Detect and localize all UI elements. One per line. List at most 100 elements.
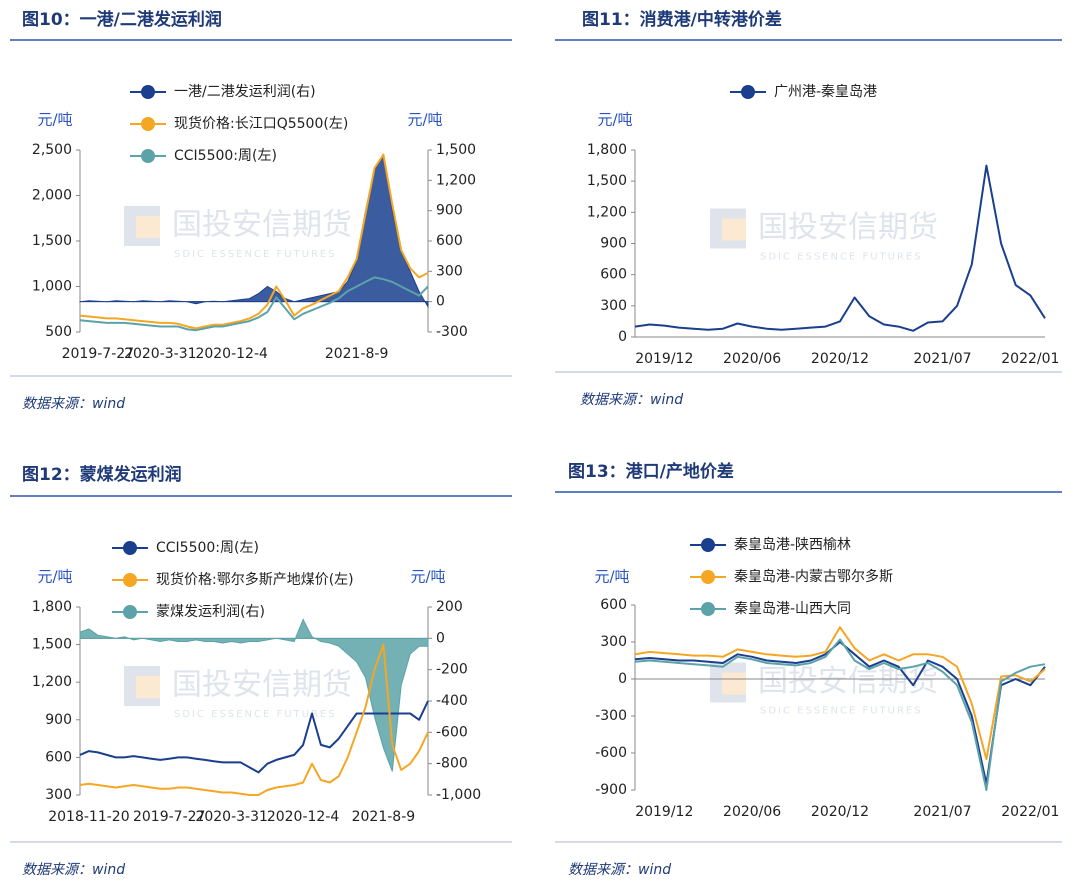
line [634,626,1046,761]
y-tick-label: 1,500 [32,233,72,249]
x-tick-label: 2020-12-4 [267,809,340,825]
y-tick-label: 1,200 [32,674,72,690]
x-tick-label: 2021/07 [913,351,971,367]
chart-title: 图11：消费港/中转港价差 [582,9,782,30]
watermark-logo [136,216,160,238]
chart-title: 图10：一港/二港发运利润 [22,9,222,30]
line [79,643,429,796]
legend-label: 秦皇岛港-山西大同 [734,601,851,617]
source-note: 数据来源：wind [568,862,671,878]
y-tick-label: 900 [600,236,627,252]
y2-tick-label: 1,500 [436,142,476,158]
line [634,164,1046,332]
y2-tick-label: -200 [436,662,468,678]
y2-tick-label: 200 [436,599,463,615]
y-tick-label: 1,800 [587,142,627,158]
y-axis-unit: 元/吨 [37,568,72,586]
legend-label: 现货价格:鄂尔多斯产地煤价(左) [156,571,354,588]
x-tick-label: 2019/12 [635,351,693,367]
y-tick-label: -300 [595,708,627,724]
x-tick-label: 2020/12 [811,351,869,367]
legend-label: 秦皇岛港-内蒙古鄂尔多斯 [734,568,893,585]
y-axis-unit: 元/吨 [37,111,72,129]
legend-label: 蒙煤发运利润(右) [156,604,265,620]
y-tick-label: 300 [600,634,627,650]
legend-label: 秦皇岛港-陕西榆林 [734,537,851,553]
y-tick-label: -900 [595,782,627,798]
x-tick-label: 2019-7-27 [133,809,205,825]
legend-label: CCI5500:周(左) [156,540,259,556]
x-tick-label: 2020-3-31 [195,809,267,825]
y2-axis-unit: 元/吨 [407,111,442,129]
x-tick-label: 2020-3-31 [124,346,196,362]
y2-axis-unit: 元/吨 [410,568,445,586]
x-tick-label: 2019-7-27 [62,346,134,362]
legend-label: 广州港-秦皇岛港 [774,84,877,100]
legend-marker [123,605,137,619]
y-axis-unit: 元/吨 [597,111,632,129]
y-tick-label: 2,500 [32,142,72,158]
y2-tick-label: 600 [436,233,463,249]
y-tick-label: 900 [45,712,72,728]
x-tick-label: 2022/01 [1001,351,1059,367]
watermark-logo [136,676,160,698]
x-tick-label: 2021/07 [913,804,971,820]
watermark-logo [722,672,746,695]
x-tick-label: 2020/06 [723,804,781,820]
x-tick-label: 2021-8-9 [352,809,416,825]
legend-label: 一港/二港发运利润(右) [174,84,316,100]
y2-tick-label: 1,200 [436,172,476,188]
watermark-text: SDIC ESSENCE FUTURES [174,249,337,260]
y2-tick-label: -1,000 [436,787,481,803]
chart-title: 图12：蒙煤发运利润 [22,464,182,485]
y-tick-label: 600 [600,267,627,283]
watermark-text: SDIC ESSENCE FUTURES [760,252,923,263]
y2-tick-label: -400 [436,693,468,709]
y-tick-label: 0 [618,671,627,687]
y2-tick-label: 0 [436,630,445,646]
line [634,641,1046,785]
y2-tick-label: 900 [436,203,463,219]
legend-marker [701,538,715,552]
source-note: 数据来源：wind [22,396,125,412]
watermark-logo [722,218,746,241]
line [79,153,429,330]
legend-marker [701,570,715,584]
watermark-text: 国投安信期货 [758,664,938,699]
x-tick-label: 2020/12 [811,804,869,820]
y-tick-label: 1,800 [32,599,72,615]
legend-marker [123,541,137,555]
line [79,276,429,332]
y-axis-unit: 元/吨 [594,568,629,586]
y-tick-label: 2,000 [32,188,72,204]
y-tick-label: -600 [595,745,627,761]
watermark-text: 国投安信期货 [172,668,352,703]
y-tick-label: 1,500 [32,637,72,653]
x-tick-label: 2020/06 [723,351,781,367]
y-tick-label: 0 [618,329,627,345]
y2-tick-label: -600 [436,724,468,740]
area [79,618,429,772]
watermark-text: SDIC ESSENCE FUTURES [174,709,337,720]
line [634,638,1046,791]
legend-label: 现货价格:长江口Q5500(左) [174,115,348,132]
y-tick-label: 600 [600,597,627,613]
legend-marker [741,85,755,99]
y-tick-label: 1,200 [587,204,627,220]
x-tick-label: 2022/01 [1001,804,1059,820]
y-tick-label: 300 [600,298,627,314]
y2-tick-label: 0 [436,294,445,310]
x-tick-label: 2019/12 [635,804,693,820]
chart-title: 图13：港口/产地价差 [568,461,734,482]
y2-tick-label: -300 [436,324,468,340]
y-tick-label: 600 [45,749,72,765]
watermark-text: 国投安信期货 [172,208,352,243]
y2-tick-label: 300 [436,263,463,279]
y-tick-label: 500 [45,324,72,340]
y2-tick-label: -800 [436,756,468,772]
x-tick-label: 2021-8-9 [325,346,389,362]
legend-marker [141,117,155,131]
x-tick-label: 2020-12-4 [195,346,268,362]
x-tick-label: 2018-11-20 [48,809,129,825]
source-note: 数据来源：wind [22,862,125,878]
